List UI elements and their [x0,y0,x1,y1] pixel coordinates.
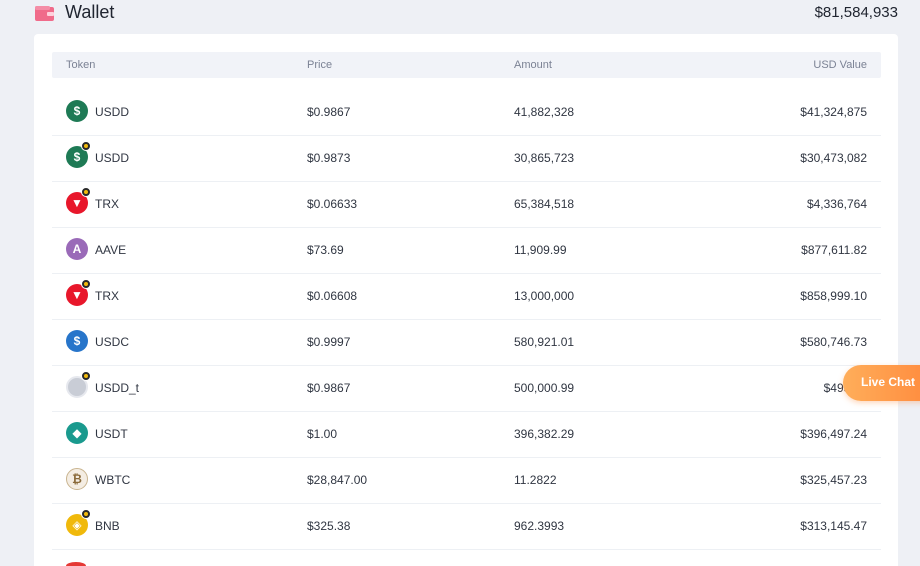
token-amount: 65,384,518 [514,197,575,211]
token-price: $1.00 [307,427,338,441]
token-price: $0.9873 [307,151,351,165]
token-name: USDT [95,427,128,441]
token-amount: 580,921.01 [514,335,575,349]
token-price: $28,847.00 [307,473,368,487]
table-row[interactable]: ▼ TRX $0.06633 65,384,518 $4,336,764 [52,182,881,228]
token-name: USDD_t [95,381,140,395]
wallet-header: Wallet $81,584,933 [0,0,920,30]
table-row[interactable]: ▼ TRX $0.06608 13,000,000 $858,999.10 [52,274,881,320]
token-price: $0.9867 [307,105,351,119]
table-row[interactable]: $ USDD $0.9873 30,865,723 $30,473,082 [52,136,881,182]
chain-badge-icon [81,141,91,151]
table-row[interactable]: ◆ USDT $1.00 396,382.29 $396,497.24 [52,412,881,458]
aave-icon: A [66,238,88,260]
token-usd-value: $4,336,764 [806,197,867,211]
trx-icon: ▼ [66,284,88,306]
token-amount: 13,000,000 [514,289,575,303]
table-row[interactable]: ₿ WBTC $28,847.00 11.2822 $325,457.23 [52,458,881,504]
table-row[interactable]: A AAVE $73.69 11,909.99 $877,611.82 [52,228,881,274]
token-amount: 962.3993 [514,519,565,533]
token-name: USDD [95,151,130,165]
column-header-token[interactable]: Token [66,59,96,71]
wbtc-icon: ₿ [66,468,88,490]
token-name: TRX [95,289,119,303]
table-row[interactable]: $ USDD $0.9867 41,882,328 $41,324,875 [52,90,881,136]
usdt-icon: ◆ [66,422,88,444]
token-usd-value: $313,145.47 [800,519,867,533]
live-chat-button[interactable]: Live Chat [843,365,920,401]
token-price: $0.9867 [307,381,351,395]
token-amount: 41,882,328 [514,105,575,119]
token-usd-value: $877,611.82 [801,243,867,257]
column-header-price[interactable]: Price [307,59,333,71]
chain-badge-icon [81,279,91,289]
token-name: WBTC [95,473,131,487]
token-name: USDD [95,105,130,119]
table-row[interactable]: ◈ BNB $325.38 962.3993 $313,145.47 [52,504,881,550]
usdd-icon: $ [66,146,88,168]
table-row[interactable]: $ USDC $0.9997 580,921.01 $580,746.73 [52,320,881,366]
token-name: BNB [95,519,120,533]
column-header-amount[interactable]: Amount [514,59,552,71]
trx-icon [66,562,86,566]
token-usd-value: $858,999.10 [800,289,867,303]
usdd-t-icon [66,376,88,398]
usdd-icon: $ [66,100,88,122]
page-title: Wallet [65,2,115,22]
token-price: $73.69 [307,243,344,257]
token-amount: 396,382.29 [514,427,575,441]
token-usd-value: $41,324,875 [800,105,867,119]
token-table-card: Token Price Amount USD Value $ USDD $0.986… [34,34,898,566]
token-price: $0.9997 [307,335,351,349]
wallet-icon [35,6,54,21]
token-amount: 11.2822 [514,473,557,487]
token-price: $325.38 [307,519,351,533]
token-name: USDC [95,335,130,349]
token-amount: 500,000.99 [514,381,575,395]
column-header-usd-value[interactable]: USD Value [813,59,867,71]
token-table-body: $ USDD $0.9867 41,882,328 $41,324,875 $ USDD $0… [52,90,881,550]
table-header: Token Price Amount USD Value [52,52,881,78]
token-usd-value: $396,497.24 [800,427,867,441]
chain-badge-icon [81,187,91,197]
token-amount: 30,865,723 [514,151,575,165]
token-price: $0.06633 [307,197,358,211]
chain-badge-icon [81,509,91,519]
token-usd-value: $325,457.23 [800,473,867,487]
token-name: TRX [95,197,119,211]
token-usd-value: $580,746.73 [800,335,867,349]
bnb-icon: ◈ [66,514,88,536]
chain-badge-icon [81,371,91,381]
token-usd-value: $30,473,082 [800,151,867,165]
token-amount: 11,909.99 [514,243,567,257]
token-price: $0.06608 [307,289,358,303]
usdc-icon: $ [66,330,88,352]
wallet-total-value: $81,584,933 [814,4,898,21]
trx-icon: ▼ [66,192,88,214]
token-name: AAVE [95,243,127,257]
